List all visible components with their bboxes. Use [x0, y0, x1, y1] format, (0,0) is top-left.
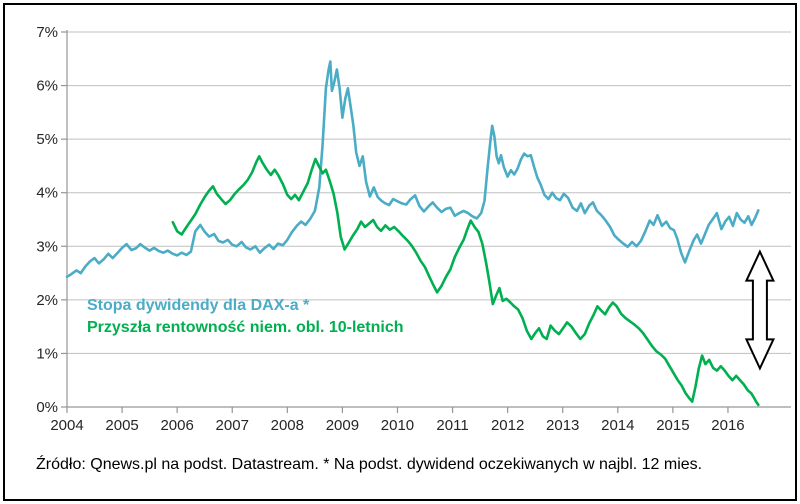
y-axis-label-2pct: 2%	[36, 292, 58, 309]
x-axis-label-2010: 2010	[381, 417, 414, 434]
x-axis-label-2013: 2013	[546, 417, 579, 434]
legend-dax-dividend-yield: Stopa dywidendy dla DAX-a *	[87, 297, 310, 314]
x-axis-label-2011: 2011	[436, 417, 468, 434]
x-axis-label-2012: 2012	[491, 417, 524, 434]
y-axis-label-4pct: 4%	[36, 185, 58, 202]
y-axis-label-0pct: 0%	[36, 399, 58, 416]
y-axis-label-6pct: 6%	[36, 78, 58, 95]
x-axis-label-2015: 2015	[656, 417, 689, 434]
x-axis-label-2007: 2007	[216, 417, 249, 434]
x-axis-label-2004: 2004	[50, 417, 83, 434]
legend-bund-10y-yield: Przyszła rentowność niem. obl. 10-letnic…	[87, 319, 404, 336]
x-axis-label-2009: 2009	[326, 417, 359, 434]
x-axis-label-2006: 2006	[160, 417, 193, 434]
x-axis-label-2016: 2016	[711, 417, 744, 434]
series-line-dax-dividend-yield	[65, 60, 760, 279]
x-axis-label-2005: 2005	[105, 417, 138, 434]
series-line-bund-10y-yield	[171, 155, 760, 407]
y-axis-label-3pct: 3%	[36, 238, 58, 255]
x-axis-label-2008: 2008	[271, 417, 304, 434]
y-axis-label-1pct: 1%	[36, 345, 58, 362]
source-note: Źródło: Qnews.pl na podst. Datastream. *…	[36, 456, 703, 473]
range-double-arrow	[744, 249, 775, 371]
y-axis-label-7pct: 7%	[36, 24, 58, 41]
y-axis-label-5pct: 5%	[36, 131, 58, 148]
x-axis-label-2014: 2014	[601, 417, 634, 434]
